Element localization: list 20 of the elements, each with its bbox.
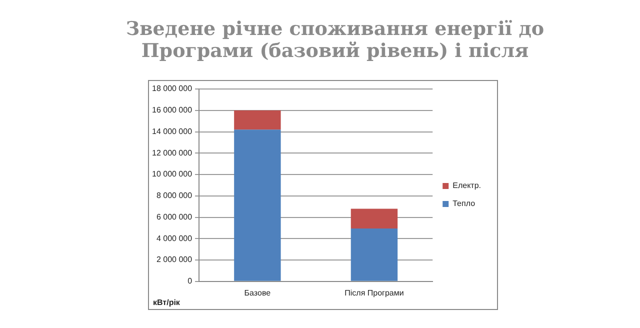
y-tick-label: 10 000 000 xyxy=(152,170,193,179)
y-tick-label: 8 000 000 xyxy=(156,191,193,200)
y-tick-label: 2 000 000 xyxy=(156,255,193,264)
legend-label: Електр. xyxy=(452,181,482,190)
y-tick-label: 14 000 000 xyxy=(152,126,193,136)
bar xyxy=(234,110,281,130)
legend-label: Тепло xyxy=(452,199,476,208)
x-tick-label: Після Програми xyxy=(344,288,404,298)
y-tick-label: 6 000 000 xyxy=(156,212,193,222)
bar xyxy=(350,228,398,281)
y-tick-label: 16 000 000 xyxy=(152,106,193,115)
bar xyxy=(234,130,281,281)
y-tick-label: 4 000 000 xyxy=(156,234,193,243)
y-axis-title: кВт/рік xyxy=(153,298,180,307)
y-tick-label: 0 xyxy=(188,276,193,286)
y-tick-label: 12 000 000 xyxy=(152,148,193,158)
bar xyxy=(350,208,398,228)
chart-title: Зведене річне споживання енергії до Програми (базовий рівень) і після xyxy=(124,18,546,62)
x-tick-label: Базове xyxy=(244,288,272,298)
y-tick-label: 18 000 000 xyxy=(152,84,193,94)
